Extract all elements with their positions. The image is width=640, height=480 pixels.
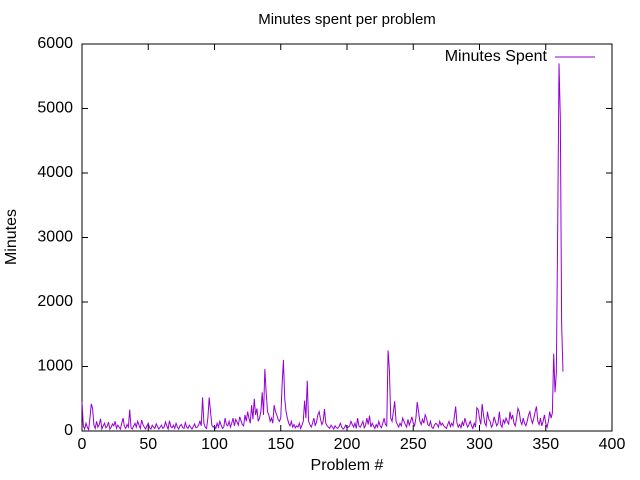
x-tick-label: 200	[334, 436, 361, 453]
plot-frame	[81, 43, 613, 432]
x-tick-label: 350	[532, 436, 559, 453]
x-tick-label: 100	[201, 436, 228, 453]
x-tick-label: 400	[599, 436, 626, 453]
y-tick-label: 6000	[37, 35, 73, 52]
x-tick-label: 50	[139, 436, 157, 453]
y-tick-label: 2000	[37, 293, 73, 310]
x-tick-label: 0	[78, 436, 87, 453]
y-axis-label: Minutes	[3, 209, 20, 265]
chart-title: Minutes spent per problem	[258, 11, 436, 28]
y-tick-label: 3000	[37, 229, 73, 246]
legend-label: Minutes Spent	[445, 48, 548, 65]
y-tick-label: 4000	[37, 164, 73, 181]
series-line	[81, 63, 564, 432]
x-axis-label: Problem #	[311, 457, 384, 474]
y-tick-label: 1000	[37, 358, 73, 375]
x-tick-label: 300	[466, 436, 493, 453]
y-tick-label: 0	[64, 422, 73, 439]
x-tick-label: 150	[267, 436, 294, 453]
x-tick-label: 250	[400, 436, 427, 453]
y-tick-label: 5000	[37, 100, 73, 117]
